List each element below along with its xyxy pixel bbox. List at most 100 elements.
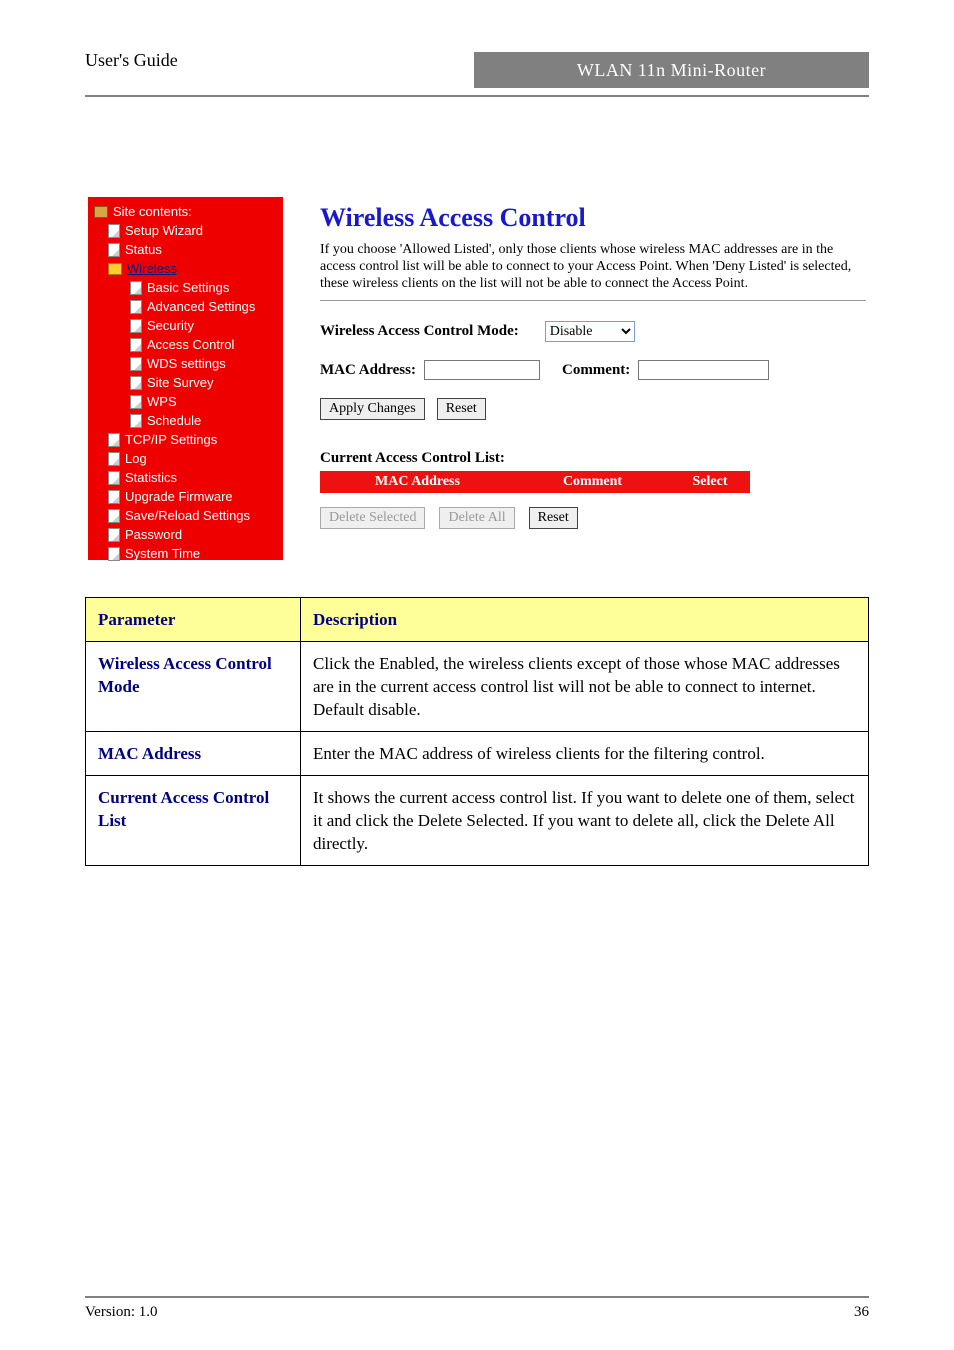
sidebar-title-label: Site contents: [113, 204, 192, 219]
divider [320, 300, 866, 301]
delete-selected-button[interactable]: Delete Selected [320, 507, 425, 529]
footer-right: 36 [854, 1304, 869, 1321]
file-icon [130, 300, 142, 314]
mac-row: MAC Address: Comment: [320, 360, 866, 380]
sidebar-sub-label: WPS [147, 393, 177, 410]
sidebar-sub-label: Security [147, 317, 194, 334]
sidebar-sub-label: Access Control [147, 336, 234, 353]
mode-row: Wireless Access Control Mode: Disable [320, 321, 866, 342]
mode-select[interactable]: Disable [545, 321, 635, 342]
param-header-parameter: Parameter [86, 598, 301, 642]
file-icon [108, 452, 120, 466]
param-desc: It shows the current access control list… [301, 776, 869, 866]
file-icon [108, 224, 120, 238]
param-desc: Enter the MAC address of wireless client… [301, 732, 869, 776]
mac-label: MAC Address: [320, 362, 416, 379]
table-row: Current Access Control List It shows the… [86, 776, 869, 866]
param-header-row: Parameter Description [86, 598, 869, 642]
param-header-description: Description [301, 598, 869, 642]
sidebar-sub-security[interactable]: Security [88, 316, 283, 335]
router-screenshot: Site contents: Setup Wizard Status Wirel… [88, 197, 866, 575]
file-icon [130, 281, 142, 295]
th-select: Select [670, 471, 750, 493]
table-row: MAC Address Enter the MAC address of wir… [86, 732, 869, 776]
th-comment: Comment [515, 471, 670, 493]
sidebar-sub-schedule[interactable]: Schedule [88, 411, 283, 430]
sidebar-item-setup-wizard[interactable]: Setup Wizard [88, 221, 283, 240]
sidebar-sub-site-survey[interactable]: Site Survey [88, 373, 283, 392]
sidebar-item-label: Status [125, 241, 162, 258]
sidebar-item-system-time[interactable]: System Time [88, 544, 283, 563]
sidebar-sub-label: WDS settings [147, 355, 226, 372]
folder-open-icon [108, 263, 122, 275]
table-header-row: MAC Address Comment Select [320, 471, 750, 493]
acl-title: Current Access Control List: [320, 450, 866, 467]
sidebar-item-log[interactable]: Log [88, 449, 283, 468]
footer-left: Version: 1.0 [85, 1304, 158, 1321]
sidebar: Site contents: Setup Wizard Status Wirel… [88, 197, 283, 560]
reset-list-button[interactable]: Reset [529, 507, 578, 529]
sidebar-item-label: TCP/IP Settings [125, 431, 217, 448]
sidebar-item-label: Statistics [125, 469, 177, 486]
sidebar-sub-wps[interactable]: WPS [88, 392, 283, 411]
param-desc: Click the Enabled, the wireless clients … [301, 642, 869, 732]
sidebar-item-label: Password [125, 526, 182, 543]
th-mac: MAC Address [320, 471, 515, 493]
sidebar-item-label: Upgrade Firmware [125, 488, 233, 505]
file-icon [130, 395, 142, 409]
apply-changes-button[interactable]: Apply Changes [320, 398, 425, 420]
sidebar-item-statistics[interactable]: Statistics [88, 468, 283, 487]
sidebar-item-save-reload[interactable]: Save/Reload Settings [88, 506, 283, 525]
content-area: Wireless Access Control If you choose 'A… [320, 197, 866, 529]
sidebar-item-password[interactable]: Password [88, 525, 283, 544]
file-icon [130, 319, 142, 333]
sidebar-sub-label: Basic Settings [147, 279, 229, 296]
page-description: If you choose 'Allowed Listed', only tho… [320, 241, 858, 292]
param-name: Current Access Control List [86, 776, 301, 866]
comment-label: Comment: [562, 362, 630, 379]
sidebar-sub-access-control[interactable]: Access Control [88, 335, 283, 354]
sidebar-item-label: Log [125, 450, 147, 467]
tree-icon [94, 206, 108, 218]
sidebar-sub-advanced-settings[interactable]: Advanced Settings [88, 297, 283, 316]
sidebar-item-tcpip[interactable]: TCP/IP Settings [88, 430, 283, 449]
sidebar-sub-label: Advanced Settings [147, 298, 255, 315]
file-icon [130, 338, 142, 352]
sidebar-sub-label: Schedule [147, 412, 201, 429]
sidebar-item-label: Save/Reload Settings [125, 507, 250, 524]
reset-button[interactable]: Reset [437, 398, 486, 420]
table-row: Wireless Access Control Mode Click the E… [86, 642, 869, 732]
param-name: MAC Address [86, 732, 301, 776]
sidebar-item-wireless[interactable]: Wireless [88, 259, 283, 278]
delete-row: Delete Selected Delete All Reset [320, 507, 866, 529]
acl-table: MAC Address Comment Select [320, 471, 750, 493]
sidebar-item-label: Wireless [127, 260, 177, 277]
sidebar-item-upgrade-firmware[interactable]: Upgrade Firmware [88, 487, 283, 506]
file-icon [108, 490, 120, 504]
page-title: Wireless Access Control [320, 203, 866, 233]
sidebar-sub-basic-settings[interactable]: Basic Settings [88, 278, 283, 297]
page-footer: Version: 1.0 36 [85, 1296, 869, 1321]
mode-label: Wireless Access Control Mode: [320, 323, 519, 340]
sidebar-item-status[interactable]: Status [88, 240, 283, 259]
sidebar-sub-label: Site Survey [147, 374, 213, 391]
sidebar-item-label: System Time [125, 545, 200, 562]
apply-row: Apply Changes Reset [320, 398, 866, 420]
header-left-text: User's Guide [85, 50, 178, 71]
mac-input[interactable] [424, 360, 540, 380]
sidebar-item-label: Setup Wizard [125, 222, 203, 239]
comment-input[interactable] [638, 360, 769, 380]
file-icon [130, 414, 142, 428]
delete-all-button[interactable]: Delete All [439, 507, 514, 529]
param-table: Parameter Description Wireless Access Co… [85, 597, 869, 866]
file-icon [108, 433, 120, 447]
file-icon [130, 376, 142, 390]
header-right-box: WLAN 11n Mini-Router [474, 52, 869, 88]
file-icon [108, 243, 120, 257]
sidebar-sub-wds-settings[interactable]: WDS settings [88, 354, 283, 373]
file-icon [130, 357, 142, 371]
file-icon [108, 547, 120, 561]
param-name: Wireless Access Control Mode [86, 642, 301, 732]
param-table-wrap: Parameter Description Wireless Access Co… [85, 597, 869, 866]
file-icon [108, 528, 120, 542]
